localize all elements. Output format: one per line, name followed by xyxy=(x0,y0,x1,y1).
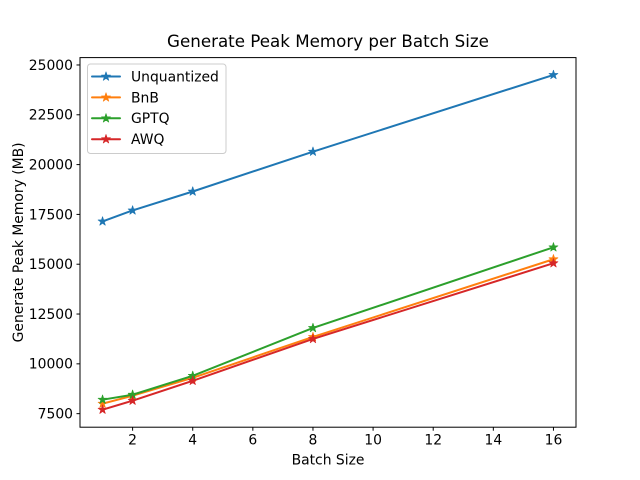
y-tick-label: 25000 xyxy=(29,58,73,74)
y-tick-label: 17500 xyxy=(29,207,73,223)
y-tick-label: 15000 xyxy=(29,257,73,273)
legend-label-bnb: BnB xyxy=(131,90,159,106)
legend-label-unquantized: Unquantized xyxy=(131,69,219,85)
data-point-awq-batch-1 xyxy=(97,404,108,414)
x-tick-label: 10 xyxy=(364,433,382,449)
x-tick-label: 14 xyxy=(484,433,502,449)
y-tick-label: 22500 xyxy=(29,108,73,124)
data-point-awq-batch-8 xyxy=(308,333,318,344)
data-point-awq-batch-4 xyxy=(187,375,198,385)
data-point-unquantized-batch-2 xyxy=(127,205,138,215)
series-line-awq xyxy=(101,262,555,411)
x-tick-label: 4 xyxy=(188,433,197,449)
plot-frame xyxy=(79,57,577,428)
x-tick-label: 12 xyxy=(424,433,442,449)
data-point-gptq-batch-8 xyxy=(308,322,318,333)
data-point-awq-batch-16 xyxy=(548,258,559,268)
y-axis-label: Generate Peak Memory (MB) xyxy=(11,142,27,342)
x-tick-label: 6 xyxy=(248,433,257,449)
plot-area: 2 4 6 8 10 12 14 16 7500 10000 12500 15000 17500 2000… xyxy=(29,57,577,449)
legend-box xyxy=(87,63,227,154)
data-point-unquantized-batch-8 xyxy=(308,146,318,156)
chart-title: Generate Peak Memory per Batch Size xyxy=(167,31,489,51)
y-tick-label: 20000 xyxy=(29,157,73,173)
legend-label-gptq: GPTQ xyxy=(131,111,170,127)
x-axis-label: Batch Size xyxy=(292,453,365,469)
data-point-unquantized-batch-1 xyxy=(97,216,108,226)
x-tick-label: 8 xyxy=(309,433,318,449)
series-line-gptq xyxy=(101,246,555,401)
data-point-gptq-batch-1 xyxy=(97,394,108,404)
x-tick-label: 2 xyxy=(128,433,137,449)
legend-label-awq: AWQ xyxy=(131,132,164,148)
data-point-awq-batch-2 xyxy=(127,395,138,405)
y-tick-label: 12500 xyxy=(29,307,73,323)
data-point-unquantized-batch-16 xyxy=(548,69,559,80)
data-point-gptq-batch-16 xyxy=(548,242,559,252)
data-point-unquantized-batch-4 xyxy=(187,186,198,196)
legend-marker-unquantized xyxy=(101,71,111,81)
legend-marker-awq xyxy=(101,134,111,144)
legend-marker-bnb xyxy=(101,92,111,102)
y-tick-label: 10000 xyxy=(29,357,73,373)
x-tick-label: 16 xyxy=(545,433,563,449)
y-tick-label: 7500 xyxy=(38,407,73,423)
legend-marker-gptq xyxy=(101,113,111,123)
